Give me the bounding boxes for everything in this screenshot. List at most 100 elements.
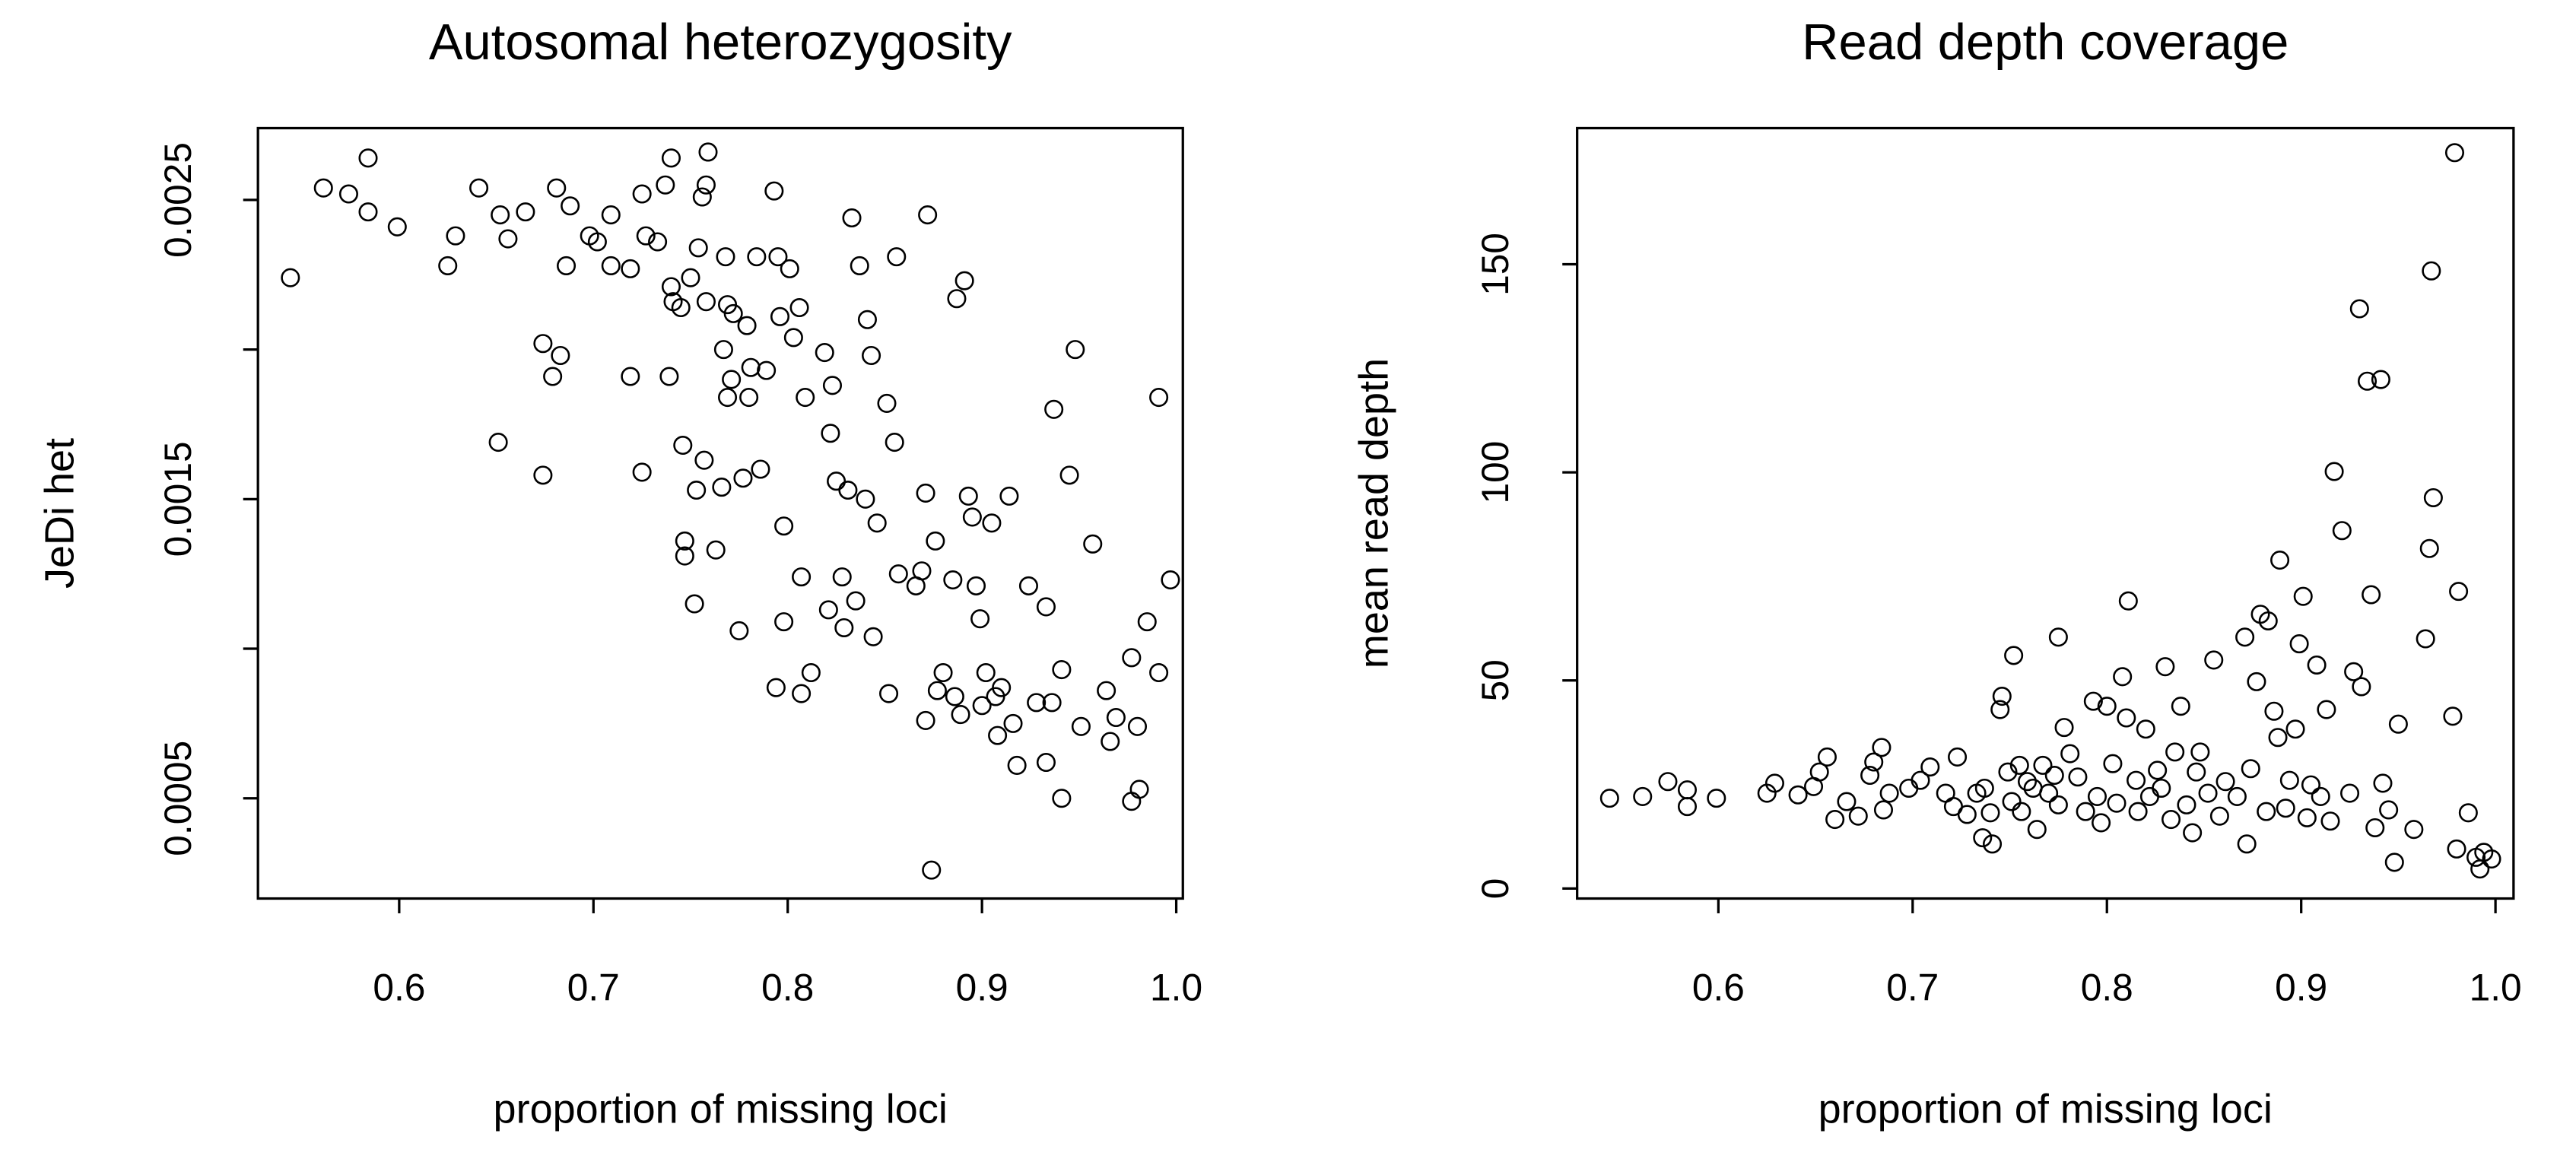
point [446,226,465,246]
point [926,531,945,551]
x-tick-label: 0.9 [956,967,1008,1009]
point [2352,677,2371,697]
point [2258,611,2278,631]
point [2048,795,2068,814]
point [543,367,563,386]
point [976,662,996,683]
point [818,600,838,620]
x-axis-label: proportion of missing loci [1818,1087,2273,1132]
point [561,196,580,216]
point [821,424,840,443]
point [885,433,904,452]
point [757,360,777,380]
point [1007,755,1027,775]
point [2301,775,2320,795]
point [1936,783,1955,803]
point [688,238,708,258]
x-tick-label: 0.6 [373,967,425,1009]
point [2482,849,2501,869]
point [879,684,899,703]
point [358,148,378,168]
point [2264,701,2284,721]
point [1848,806,1868,826]
point [916,710,935,730]
point [2270,551,2290,570]
point [1899,778,1919,798]
point [2349,299,2369,319]
point [2068,767,2088,787]
point [1817,747,1837,767]
point [1957,805,1977,824]
point [962,507,982,527]
point [958,486,978,506]
point [972,696,992,716]
point [945,687,964,706]
point [2373,773,2393,793]
point [764,181,784,201]
point [1983,834,2003,854]
point [632,462,652,482]
point [2307,655,2327,675]
point [2444,143,2465,163]
point [2317,700,2336,719]
point [2215,772,2235,792]
point [1071,716,1091,736]
point [922,860,942,880]
point [877,393,897,413]
point [601,256,621,275]
point [358,202,378,222]
point [547,178,567,198]
point [780,259,799,278]
point [1864,752,1884,772]
point [1837,792,1857,811]
point [2404,820,2424,840]
point [2362,585,2381,605]
point [1879,783,1899,803]
point [862,345,881,366]
point [671,298,691,318]
point [2139,786,2159,806]
point [2235,627,2255,647]
point [2171,697,2190,716]
point [951,705,970,725]
point [2103,754,2123,773]
point [2017,772,2038,792]
point [1101,732,1120,751]
chart-title: Autosomal heterozygosity [429,14,1012,71]
point [2419,538,2439,558]
point [770,306,790,326]
point [2423,487,2443,508]
point [1911,770,1930,790]
point [1990,700,2010,719]
point [587,232,607,252]
point [741,357,761,377]
point [2311,786,2330,806]
point [1036,752,1056,773]
point [2289,634,2309,654]
point [2118,591,2138,611]
point [1018,576,1038,595]
point [999,486,1019,506]
point [469,178,489,198]
point [1027,693,1047,713]
point [1998,762,2018,782]
point [1980,803,2000,823]
point [516,202,535,222]
point [681,268,700,287]
point [834,618,854,638]
y-tick-label: 0.0015 [157,441,199,557]
point [857,310,877,329]
point [2379,800,2399,820]
point [832,567,852,587]
point [1764,773,1784,793]
point [1948,747,1968,767]
point [387,217,407,237]
point [822,376,842,395]
point [966,576,986,595]
point [1137,612,1157,632]
point [912,561,932,581]
point [2128,802,2148,821]
point [2148,760,2168,780]
point [673,435,693,456]
point [1860,766,1880,786]
